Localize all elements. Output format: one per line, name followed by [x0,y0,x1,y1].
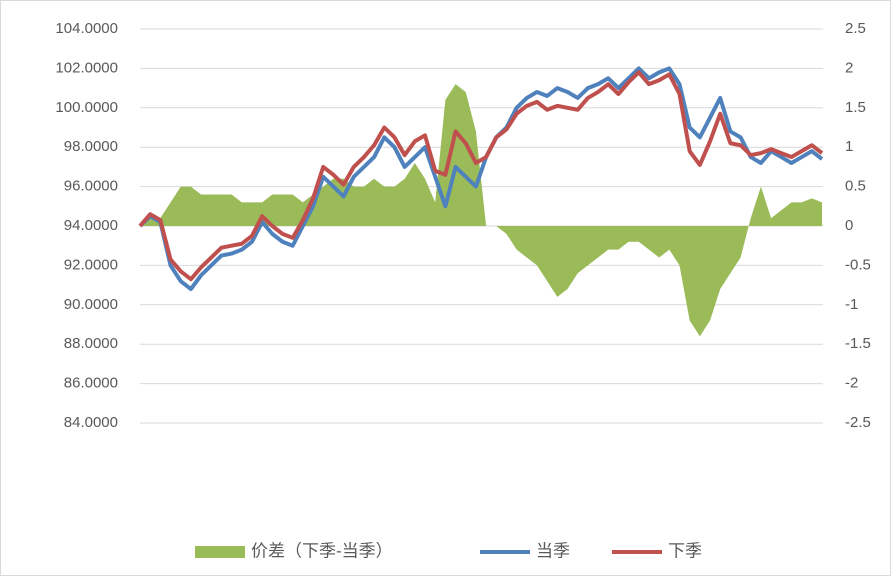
y2-tick-label: 0.5 [845,178,866,195]
legend-label: 当季 [536,541,570,560]
series-line [138,70,824,282]
y-tick-label: 88.0000 [64,335,118,352]
y-tick-label: 92.0000 [64,256,118,273]
y2-tick-label: -0.5 [845,256,871,273]
y-tick-label: 98.0000 [64,138,118,155]
y2-tick-label: 1.5 [845,99,866,116]
y-tick-label: 94.0000 [64,217,118,234]
y-tick-label: 104.0000 [55,20,118,37]
y2-tick-label: 1 [845,138,853,155]
y2-tick-label: -2.5 [845,414,871,431]
legend-label: 价差（下季-当季） [251,541,393,560]
legend-swatch [195,546,245,558]
y2-tick-label: 2 [845,59,853,76]
y2-tick-label: 2.5 [845,20,866,37]
series-line [138,66,824,292]
y2-tick-label: -1.5 [845,335,871,352]
y-tick-label: 86.0000 [64,375,118,392]
y2-tick-label: -1 [845,296,858,313]
y-tick-label: 102.0000 [55,59,118,76]
y2-tick-label: -2 [845,375,858,392]
y-tick-label: 90.0000 [64,296,118,313]
spread-area [140,84,822,337]
y-tick-label: 96.0000 [64,178,118,195]
y-tick-label: 84.0000 [64,414,118,431]
y-tick-label: 100.0000 [55,99,118,116]
legend-label: 下季 [668,541,702,560]
y2-tick-label: 0 [845,217,853,234]
